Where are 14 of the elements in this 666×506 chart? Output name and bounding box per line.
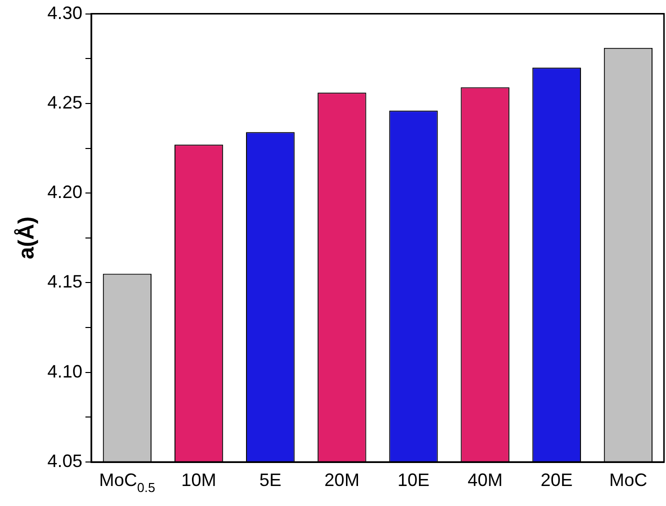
x-tick-label: 20E bbox=[540, 470, 573, 490]
y-tick-label: 4.20 bbox=[47, 182, 82, 202]
x-tick-label: 20M bbox=[324, 470, 360, 490]
x-tick-label: 10E bbox=[397, 470, 430, 490]
x-tick-label: 10M bbox=[181, 470, 216, 490]
x-tick-label: MoC bbox=[609, 470, 648, 490]
y-axis-title: a(Å) bbox=[13, 216, 38, 260]
x-tick-label: 40M bbox=[468, 470, 503, 490]
y-tick-label: 4.10 bbox=[47, 361, 82, 382]
x-tick-label: 5E bbox=[259, 470, 282, 490]
y-tick-label: 4.25 bbox=[47, 92, 82, 112]
y-tick-label: 4.15 bbox=[47, 272, 82, 292]
y-tick-label: 4.30 bbox=[47, 2, 82, 23]
y-tick-label: 4.05 bbox=[47, 450, 82, 471]
